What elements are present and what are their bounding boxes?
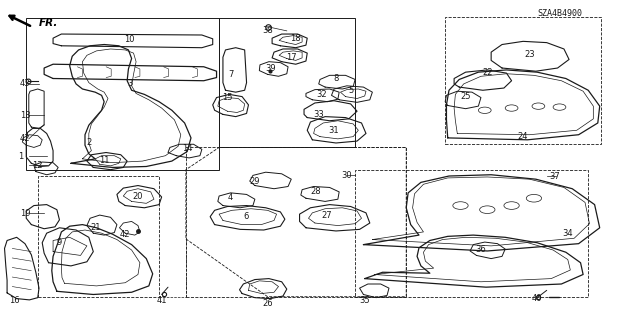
Bar bbox=[445, 17, 601, 144]
Text: 20: 20 bbox=[132, 191, 143, 201]
Text: 21: 21 bbox=[90, 223, 100, 232]
Text: 32: 32 bbox=[316, 90, 326, 99]
Text: 22: 22 bbox=[482, 68, 493, 77]
Bar bbox=[219, 18, 355, 147]
Text: 24: 24 bbox=[518, 132, 529, 141]
Text: 13: 13 bbox=[20, 111, 30, 120]
Text: 2: 2 bbox=[86, 137, 92, 146]
Text: 37: 37 bbox=[550, 172, 561, 181]
Text: SZA4B4900: SZA4B4900 bbox=[537, 9, 582, 18]
Text: 28: 28 bbox=[311, 187, 321, 197]
Bar bbox=[26, 18, 219, 170]
Text: FR.: FR. bbox=[39, 18, 58, 28]
Text: 34: 34 bbox=[563, 229, 573, 238]
Text: 19: 19 bbox=[20, 209, 30, 218]
Text: 10: 10 bbox=[124, 35, 135, 44]
Text: 1: 1 bbox=[19, 152, 24, 161]
Text: 14: 14 bbox=[182, 144, 193, 153]
Text: 31: 31 bbox=[329, 126, 339, 135]
Bar bbox=[38, 176, 159, 297]
Text: 18: 18 bbox=[291, 34, 301, 43]
Text: 30: 30 bbox=[342, 171, 352, 180]
Text: 42: 42 bbox=[120, 230, 131, 239]
Text: 25: 25 bbox=[460, 92, 471, 101]
Text: 7: 7 bbox=[228, 70, 234, 79]
Text: 12: 12 bbox=[33, 161, 43, 170]
Text: 3: 3 bbox=[127, 79, 132, 88]
Text: 17: 17 bbox=[286, 53, 296, 62]
Text: 35: 35 bbox=[360, 296, 370, 305]
Text: 9: 9 bbox=[57, 238, 62, 247]
Text: 42: 42 bbox=[20, 134, 30, 143]
Text: 26: 26 bbox=[262, 299, 273, 308]
Bar bbox=[186, 147, 406, 297]
Text: 5: 5 bbox=[348, 86, 353, 95]
Bar bbox=[355, 170, 588, 297]
Text: 33: 33 bbox=[314, 110, 324, 119]
Text: 41: 41 bbox=[156, 296, 167, 305]
Text: 16: 16 bbox=[10, 296, 20, 305]
Text: 27: 27 bbox=[321, 211, 332, 219]
Text: 4: 4 bbox=[228, 193, 233, 202]
Text: 23: 23 bbox=[524, 49, 535, 59]
Text: 36: 36 bbox=[476, 245, 486, 254]
Text: 43: 43 bbox=[20, 79, 30, 88]
Text: 29: 29 bbox=[250, 177, 260, 186]
Text: 8: 8 bbox=[333, 74, 339, 83]
Text: 11: 11 bbox=[99, 156, 109, 165]
Text: 6: 6 bbox=[244, 212, 249, 221]
Text: 38: 38 bbox=[262, 26, 273, 35]
Text: 15: 15 bbox=[222, 93, 233, 102]
Text: 39: 39 bbox=[265, 63, 275, 72]
Text: 40: 40 bbox=[532, 294, 542, 303]
